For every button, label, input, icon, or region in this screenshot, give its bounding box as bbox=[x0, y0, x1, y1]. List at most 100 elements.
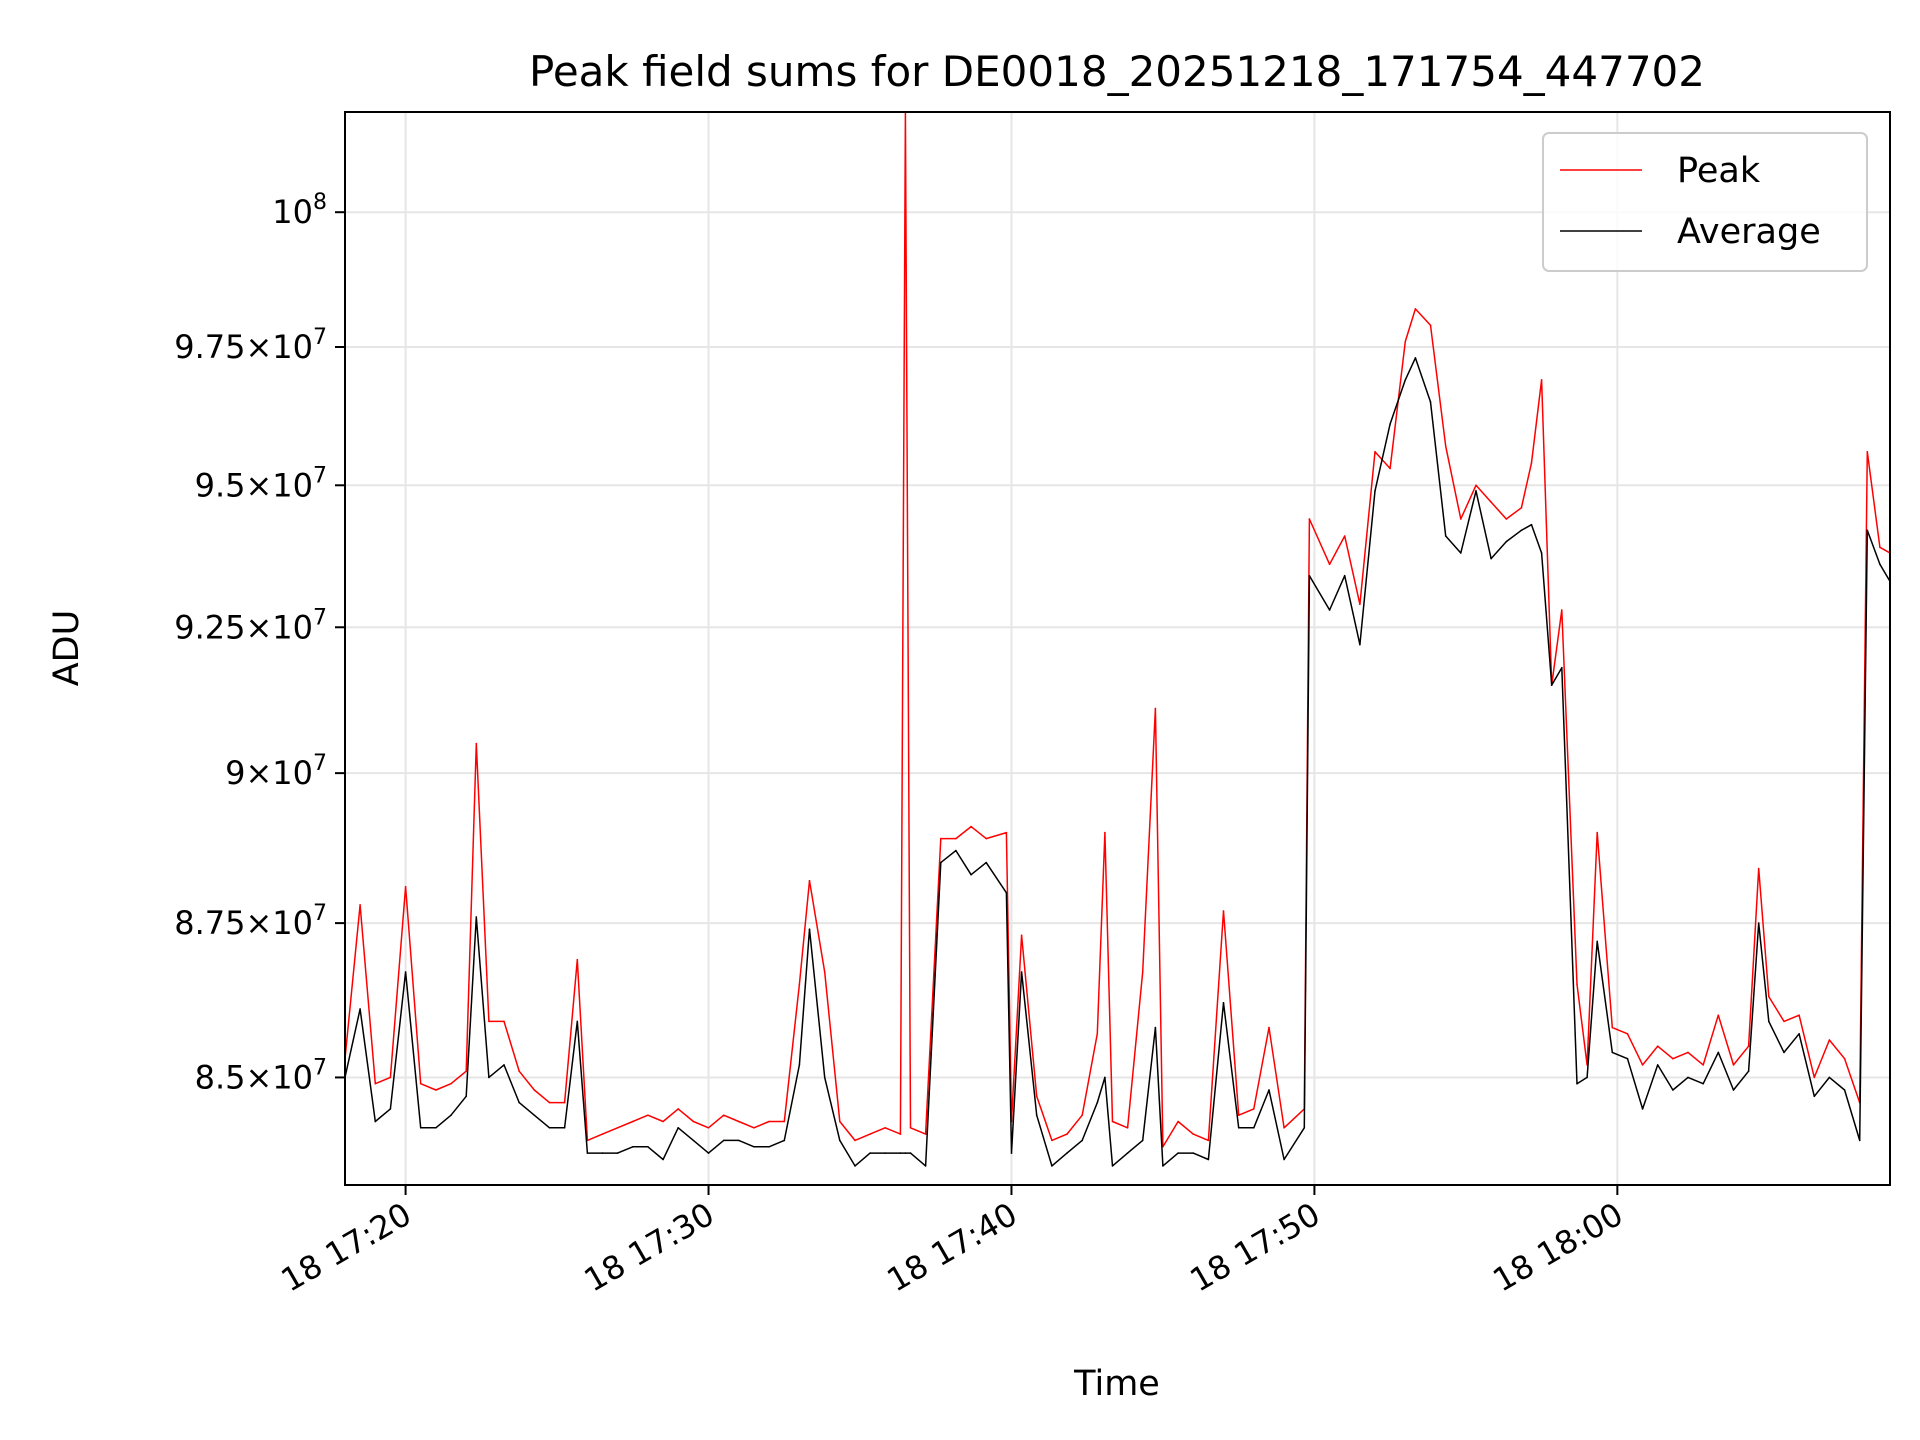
data-point-peak bbox=[1429, 324, 1432, 327]
data-point-average bbox=[899, 1152, 902, 1154]
data-point-average bbox=[533, 1114, 536, 1116]
data-point-peak bbox=[692, 1120, 695, 1123]
data-point-average bbox=[647, 1146, 649, 1148]
data-point-peak bbox=[1020, 934, 1023, 937]
data-point-average bbox=[768, 1146, 770, 1148]
data-point-average bbox=[1687, 1076, 1689, 1079]
data-point-peak bbox=[435, 1089, 437, 1091]
data-point-average bbox=[662, 1158, 664, 1161]
data-point-average bbox=[904, 1152, 907, 1154]
data-point-average bbox=[1550, 684, 1553, 686]
data-point-peak bbox=[1141, 971, 1144, 973]
data-point-peak bbox=[1475, 484, 1477, 487]
grid bbox=[345, 112, 1890, 1185]
data-point-peak bbox=[1081, 1114, 1083, 1116]
data-point-peak bbox=[1747, 1045, 1750, 1047]
data-point-peak bbox=[632, 1120, 634, 1123]
data-point-average bbox=[1162, 1165, 1164, 1167]
data-point-peak bbox=[1783, 1020, 1785, 1023]
data-point-peak bbox=[1192, 1133, 1194, 1135]
data-point-average bbox=[1328, 609, 1331, 611]
data-point-average bbox=[1828, 1076, 1831, 1079]
data-point-average bbox=[1505, 540, 1508, 543]
data-point-average bbox=[1490, 557, 1492, 560]
data-point-peak bbox=[662, 1120, 664, 1123]
data-point-average bbox=[1813, 1095, 1816, 1098]
data-point-average bbox=[576, 1020, 579, 1023]
data-point-average bbox=[1460, 552, 1462, 554]
data-point-peak bbox=[503, 1020, 505, 1023]
data-point-peak bbox=[970, 825, 972, 828]
data-point-peak bbox=[374, 1082, 377, 1085]
data-point-peak bbox=[1444, 445, 1447, 448]
data-point-average bbox=[707, 1152, 710, 1154]
y-tick-label: 9.5×107 bbox=[195, 463, 327, 504]
data-point-average bbox=[632, 1146, 634, 1148]
data-point-average bbox=[1717, 1051, 1720, 1054]
data-point-average bbox=[404, 971, 407, 973]
data-point-average bbox=[1732, 1089, 1735, 1091]
data-point-peak bbox=[1253, 1108, 1255, 1110]
data-point-average bbox=[692, 1139, 695, 1142]
legend: Peak Average bbox=[1542, 132, 1868, 272]
data-point-peak bbox=[722, 1114, 725, 1116]
y-tick-label: 108 bbox=[272, 190, 327, 231]
data-point-peak bbox=[1596, 831, 1598, 834]
y-axis-ticks: 8.5×107 8.75×107 9×107 9.25×107 9.5×107 9.75×… bbox=[174, 190, 345, 1096]
data-point-average bbox=[884, 1152, 886, 1154]
data-point-peak bbox=[798, 983, 801, 986]
data-point-peak bbox=[1768, 995, 1770, 998]
data-point-peak bbox=[1656, 1045, 1659, 1047]
data-point-average bbox=[1389, 423, 1391, 425]
data-point-peak bbox=[854, 1139, 856, 1142]
data-point-average bbox=[1374, 490, 1376, 492]
data-point-average bbox=[1429, 401, 1432, 403]
data-point-average bbox=[1051, 1165, 1053, 1167]
data-point-average bbox=[924, 1165, 927, 1167]
data-point-peak bbox=[940, 837, 942, 840]
data-point-peak bbox=[768, 1120, 770, 1123]
data-point-average bbox=[616, 1152, 619, 1154]
data-point-peak bbox=[808, 879, 811, 882]
data-point-peak bbox=[1641, 1064, 1644, 1066]
data-point-peak bbox=[548, 1101, 551, 1104]
data-point-average bbox=[940, 861, 942, 864]
data-point-peak bbox=[450, 1082, 452, 1085]
data-point-average bbox=[1611, 1051, 1614, 1054]
data-point-average bbox=[563, 1127, 566, 1129]
data-point-average bbox=[1540, 552, 1543, 554]
data-point-average bbox=[518, 1101, 520, 1104]
data-point-peak bbox=[1530, 462, 1533, 464]
legend-label-peak: Peak bbox=[1677, 151, 1761, 191]
data-point-average bbox=[1586, 1076, 1588, 1079]
legend-box bbox=[1542, 132, 1868, 272]
data-point-peak bbox=[1626, 1033, 1629, 1035]
data-point-peak bbox=[1177, 1120, 1179, 1123]
data-point-average bbox=[854, 1165, 856, 1167]
data-point-average bbox=[1104, 1076, 1106, 1079]
data-point-peak bbox=[563, 1101, 566, 1104]
data-point-peak bbox=[1066, 1133, 1068, 1135]
chart-title: Peak field sums for DE0018_20251218_1717… bbox=[529, 47, 1705, 96]
data-point-peak bbox=[419, 1082, 422, 1085]
data-point-peak bbox=[1051, 1139, 1053, 1142]
data-point-average bbox=[374, 1120, 377, 1123]
data-point-average bbox=[1020, 971, 1023, 973]
data-point-average bbox=[1010, 1152, 1013, 1154]
data-point-peak bbox=[1389, 467, 1391, 470]
data-point-peak bbox=[985, 837, 987, 840]
data-point-average bbox=[1561, 666, 1563, 669]
data-point-average bbox=[1626, 1057, 1629, 1060]
data-point-peak bbox=[1404, 340, 1407, 343]
data-point-peak bbox=[1343, 535, 1346, 537]
data-point-average bbox=[1783, 1051, 1785, 1054]
y-tick-label: 9.75×107 bbox=[174, 325, 327, 366]
data-point-peak bbox=[909, 1127, 912, 1129]
data-point-peak bbox=[823, 971, 826, 973]
data-point-average bbox=[869, 1152, 871, 1154]
data-point-peak bbox=[1490, 501, 1492, 503]
data-point-average bbox=[808, 928, 811, 930]
data-point-average bbox=[1207, 1158, 1210, 1161]
data-point-peak bbox=[475, 742, 478, 745]
data-point-average bbox=[1283, 1158, 1285, 1161]
